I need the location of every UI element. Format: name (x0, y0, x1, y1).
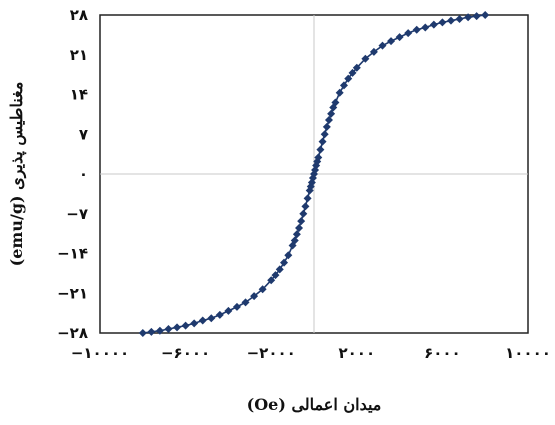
data-point-marker (241, 298, 250, 307)
data-point-marker (316, 145, 325, 154)
x-tick-label: ۱۰۰۰۰ (505, 344, 551, 362)
y-tick-label: −۷ (66, 205, 88, 223)
x-tick-label: ۶۰۰۰ (424, 344, 461, 362)
y-tick-label: ۲۸ (70, 6, 88, 24)
data-point-marker (481, 11, 490, 19)
data-point-marker (280, 258, 289, 267)
y-tick-label: −۲۱ (57, 284, 88, 302)
data-point-marker (164, 325, 173, 334)
x-tick-label: ۲۰۰۰ (338, 344, 375, 362)
y-tick-label: ۲۱ (70, 46, 88, 64)
data-point-marker (412, 25, 421, 34)
data-point-marker (472, 12, 481, 21)
data-point-marker (455, 14, 464, 23)
y-tick-label: ۷ (79, 125, 88, 143)
data-point-marker (404, 29, 413, 38)
data-point-marker (147, 327, 156, 336)
y-tick-label: −۱۴ (57, 245, 88, 263)
data-point-marker (446, 16, 455, 25)
data-point-marker (303, 194, 312, 203)
data-point-marker (284, 251, 293, 260)
y-tick-label: −۲۸ (57, 324, 88, 342)
data-point-marker (155, 326, 164, 335)
data-point-marker (292, 230, 301, 239)
data-point-marker (232, 302, 241, 311)
data-point-marker (181, 321, 190, 330)
data-point-marker (421, 23, 430, 32)
data-point-marker (301, 202, 310, 211)
data-point-marker (318, 137, 327, 146)
data-point-marker (190, 319, 199, 328)
data-point-marker (295, 223, 304, 232)
y-tick-label: ۰ (79, 165, 88, 183)
data-point-marker (198, 316, 207, 325)
data-point-marker (215, 310, 224, 319)
data-point-marker (314, 153, 323, 162)
data-point-marker (173, 323, 182, 332)
data-point-marker (395, 33, 404, 42)
data-point-marker (335, 88, 344, 97)
data-point-marker (339, 81, 348, 90)
data-point-marker (429, 20, 438, 29)
data-point-marker (320, 130, 329, 139)
data-point-marker (207, 314, 216, 323)
x-tick-label: −۱۰۰۰۰ (71, 344, 129, 362)
y-axis-title: مغناطیس پذیری (emu/g) (7, 82, 27, 267)
data-point-marker (224, 306, 233, 315)
data-point-marker (387, 37, 396, 46)
data-point-marker (344, 74, 353, 83)
data-point-marker (361, 54, 370, 63)
data-point-marker (258, 285, 267, 294)
x-tick-label: −۶۰۰۰ (161, 344, 210, 362)
data-point-marker (352, 63, 361, 72)
data-point-marker (138, 329, 147, 337)
data-point-marker (271, 271, 280, 280)
data-point-marker (348, 68, 357, 77)
x-tick-label: −۲۰۰۰ (247, 344, 296, 362)
data-point-marker (378, 41, 387, 50)
y-tick-label: ۱۴ (70, 86, 88, 104)
data-point-marker (327, 109, 336, 118)
x-axis-title: میدان اعمالی (Oe) (247, 395, 382, 414)
data-point-marker (267, 276, 276, 285)
x-tick-labels: −۱۰۰۰۰ −۶۰۰۰ −۲۰۰۰ ۲۰۰۰ ۶۰۰۰ ۱۰۰۰۰ (71, 344, 551, 362)
data-point-marker (290, 236, 299, 245)
y-tick-labels: ۲۸ ۲۱ ۱۴ ۷ ۰ −۷ −۱۴ −۲۱ −۲۸ (57, 6, 88, 342)
data-point-marker (250, 292, 259, 301)
data-point-marker (324, 116, 333, 125)
data-markers (138, 11, 490, 337)
data-point-marker (464, 13, 473, 22)
data-point-marker (297, 217, 306, 226)
data-point-marker (322, 122, 331, 131)
data-point-marker (331, 98, 340, 107)
data-point-marker (275, 265, 284, 274)
data-point-marker (438, 18, 447, 27)
data-point-marker (299, 209, 308, 218)
data-point-marker (369, 47, 378, 56)
